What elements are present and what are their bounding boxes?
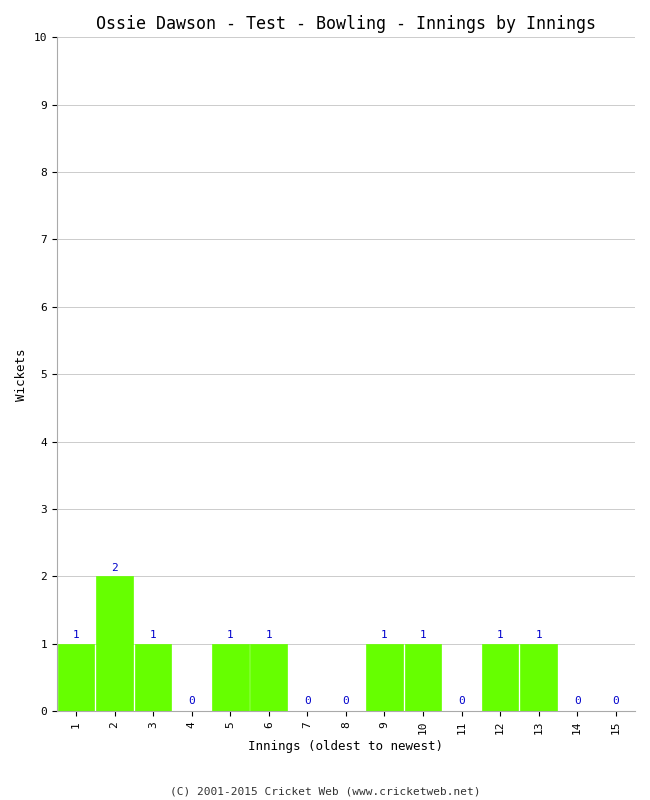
Bar [366,644,403,711]
Bar [212,644,248,711]
Bar [58,644,94,711]
Text: 0: 0 [612,696,619,706]
X-axis label: Innings (oldest to newest): Innings (oldest to newest) [248,740,443,753]
Bar [520,644,557,711]
Title: Ossie Dawson - Test - Bowling - Innings by Innings: Ossie Dawson - Test - Bowling - Innings … [96,15,596,33]
Text: 0: 0 [304,696,311,706]
Text: 0: 0 [343,696,349,706]
Bar [135,644,172,711]
Text: 0: 0 [188,696,195,706]
Bar [96,577,133,711]
Text: 1: 1 [497,630,504,641]
Text: 1: 1 [150,630,157,641]
Y-axis label: Wickets: Wickets [15,348,28,401]
Bar [482,644,519,711]
Text: 1: 1 [381,630,388,641]
Text: 0: 0 [574,696,580,706]
Text: (C) 2001-2015 Cricket Web (www.cricketweb.net): (C) 2001-2015 Cricket Web (www.cricketwe… [170,786,480,796]
Text: 1: 1 [227,630,233,641]
Bar [405,644,441,711]
Text: 1: 1 [420,630,426,641]
Text: 1: 1 [265,630,272,641]
Bar [250,644,287,711]
Text: 1: 1 [535,630,542,641]
Text: 2: 2 [111,563,118,573]
Text: 1: 1 [73,630,79,641]
Text: 0: 0 [458,696,465,706]
